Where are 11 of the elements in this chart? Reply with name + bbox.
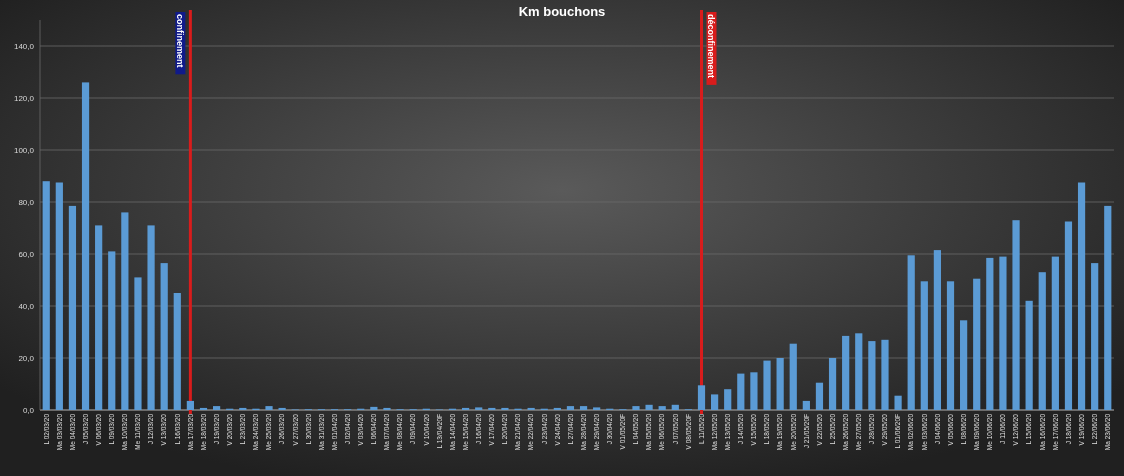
y-tick-label: 60,0 [18,249,35,259]
y-tick-label: 40,0 [18,301,35,311]
y-tick-label: 100,0 [13,145,35,155]
ref-line-label: confinement [175,14,186,68]
chart-title: Km bouchons [518,4,606,19]
y-tick-label: 0,0 [22,405,35,415]
y-tick-label: 120,0 [13,93,35,103]
ref-line-label: déconfinement [706,14,717,79]
y-tick-label: 140,0 [13,41,35,51]
y-tick-label: 20,0 [18,353,35,363]
y-tick-label: 80,0 [18,197,35,207]
